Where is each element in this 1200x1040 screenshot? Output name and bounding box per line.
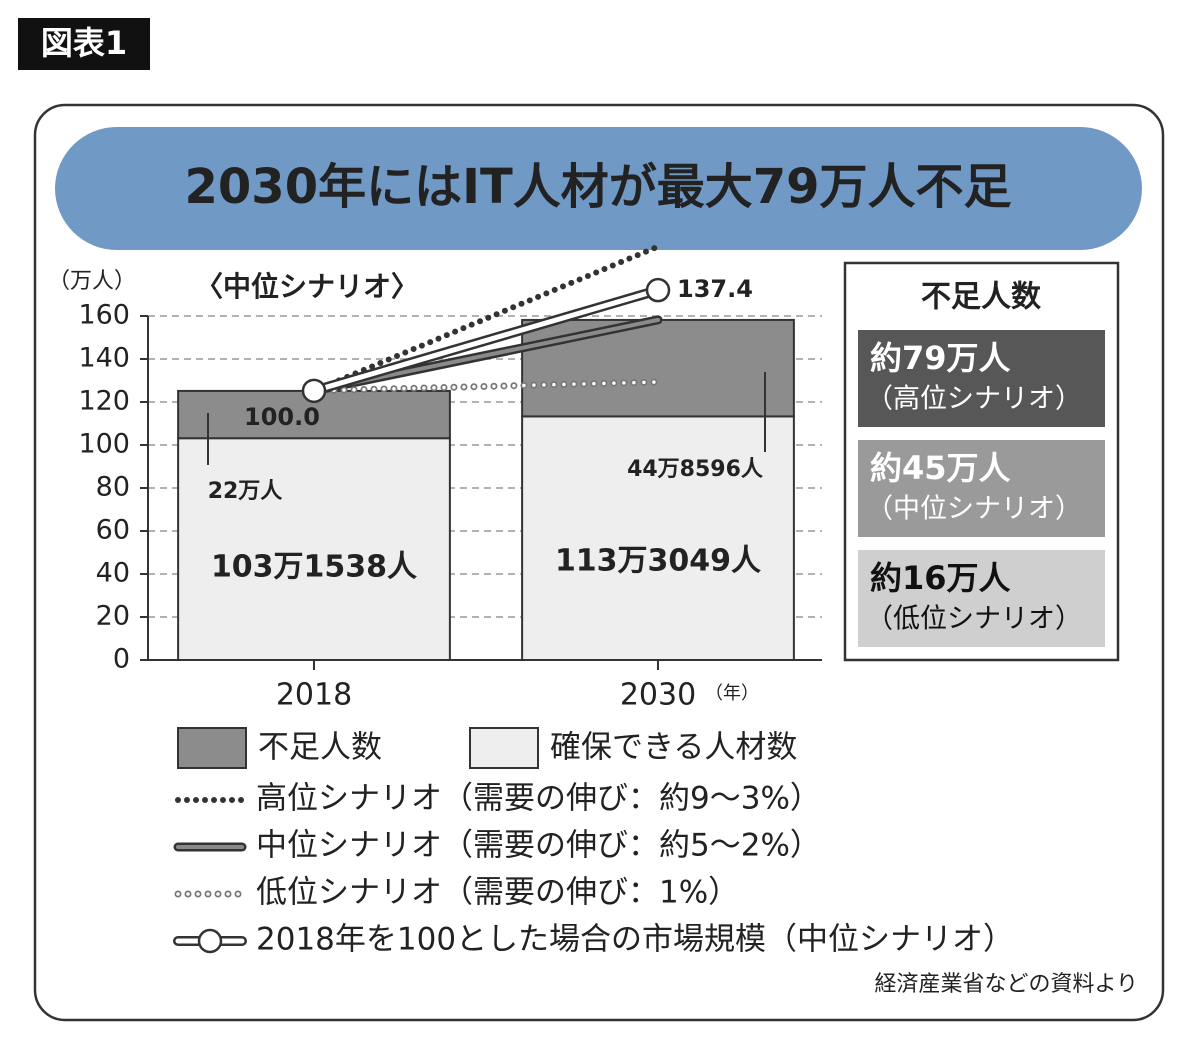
shortage-box-title: 不足人数 bbox=[921, 280, 1042, 315]
y-tick-label: 20 bbox=[96, 601, 130, 632]
y-tick-label: 140 bbox=[78, 343, 130, 374]
data-label: 103万1538人 bbox=[211, 550, 417, 585]
legend-label: 低位シナリオ（需要の伸び：1%） bbox=[256, 875, 739, 911]
line-series-inner bbox=[311, 287, 661, 394]
legend-label: 確保できる人材数 bbox=[550, 730, 797, 766]
y-tick-label: 0 bbox=[113, 644, 130, 675]
data-label: 22万人 bbox=[208, 479, 283, 504]
shortage-item bbox=[858, 330, 1105, 427]
data-label: 100.0 bbox=[244, 403, 320, 431]
chart-title: 2030年にはIT人材が最大79万人不足 bbox=[185, 159, 1012, 215]
shortage-amount: 約79万人 bbox=[870, 339, 1011, 377]
y-tick-label: 60 bbox=[96, 515, 130, 546]
x-tick-label: 2030 bbox=[620, 678, 696, 713]
shortage-scenario: （高位シナリオ） bbox=[866, 384, 1082, 415]
lines bbox=[301, 243, 671, 404]
line-marker bbox=[645, 277, 671, 303]
legend-marker bbox=[197, 928, 223, 954]
data-labels: 103万1538人 113万3049人 22万人 44万8596人 100.0 137.4 bbox=[208, 275, 763, 585]
y-tick-label: 160 bbox=[78, 300, 130, 331]
y-tick-label: 40 bbox=[96, 558, 130, 589]
y-tick-label: 120 bbox=[78, 386, 130, 417]
y-unit: （万人） bbox=[48, 269, 136, 294]
line-marker bbox=[301, 378, 327, 404]
legend-label: 高位シナリオ（需要の伸び：約9～3%） bbox=[256, 781, 821, 817]
title-banner bbox=[55, 127, 1142, 250]
bars bbox=[177, 318, 795, 661]
legend-label: 中位シナリオ（需要の伸び：約5～2%） bbox=[256, 828, 821, 864]
y-tick-label: 80 bbox=[96, 472, 130, 503]
shortage-amount: 約16万人 bbox=[870, 559, 1011, 597]
plot: 0 20 40 60 80 100 120 140 160 2018 2030 103万1538人 11… bbox=[78, 243, 822, 713]
bar-segment bbox=[177, 437, 451, 661]
frame bbox=[33, 103, 1165, 1022]
legend-label: 不足人数 bbox=[258, 730, 382, 766]
shortage-item bbox=[858, 440, 1105, 537]
legend-label: 2018年を100とした場合の市場規模（中位シナリオ） bbox=[256, 922, 1014, 958]
figure-label-bg bbox=[18, 18, 150, 70]
data-label: 137.4 bbox=[677, 275, 753, 303]
shortage-scenario: （中位シナリオ） bbox=[866, 494, 1082, 525]
bar-segment bbox=[177, 389, 451, 440]
bar-segment bbox=[521, 318, 795, 418]
bar-segment bbox=[521, 415, 795, 661]
shortage-scenario: （低位シナリオ） bbox=[866, 604, 1082, 635]
legend-swatch bbox=[469, 727, 539, 769]
figure-label: 図表1 bbox=[41, 24, 127, 62]
shortage-amount: 約45万人 bbox=[870, 449, 1011, 487]
line-series bbox=[311, 243, 661, 394]
data-label: 44万8596人 bbox=[627, 457, 763, 482]
x-tick-label: 2018 bbox=[276, 678, 352, 713]
legend-swatch bbox=[177, 727, 247, 769]
y-tick-label: 100 bbox=[78, 429, 130, 460]
subtitle: 〈中位シナリオ〉 bbox=[195, 270, 419, 303]
line-series bbox=[310, 378, 662, 395]
shortage-item bbox=[858, 550, 1105, 647]
data-label: 113万3049人 bbox=[555, 544, 761, 579]
source: 経済産業省などの資料より bbox=[874, 972, 1138, 997]
x-unit: （年） bbox=[705, 683, 759, 704]
